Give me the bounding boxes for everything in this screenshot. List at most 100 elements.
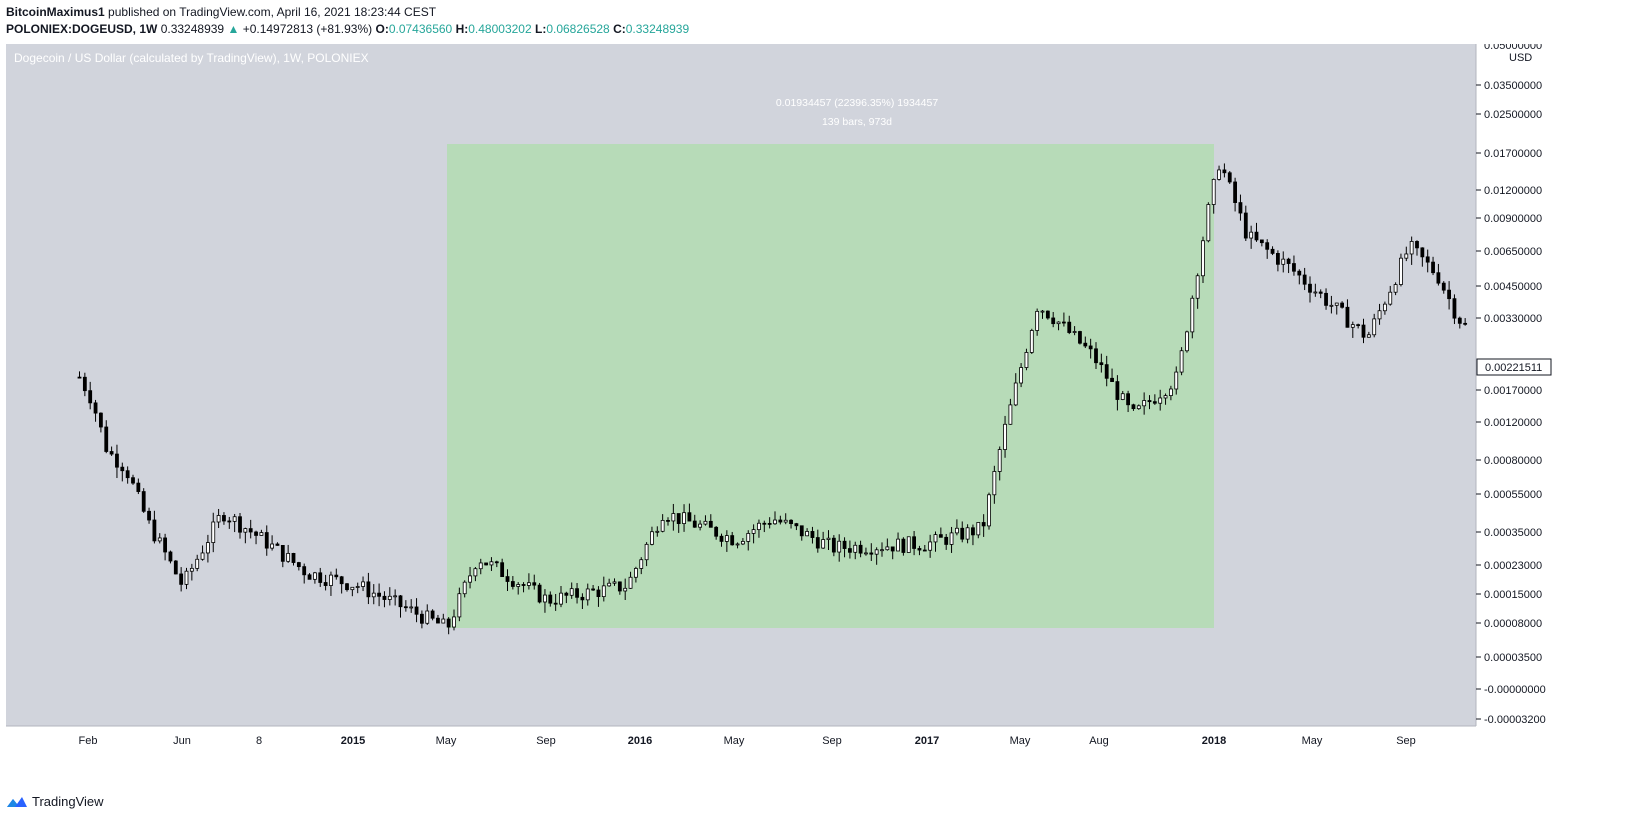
candle-up [527, 582, 531, 586]
candlestick-series [77, 163, 1468, 635]
candle-down [366, 581, 371, 598]
tradingview-brand-label: TradingView [32, 794, 104, 809]
candle-down [1094, 348, 1098, 364]
candle-down [1238, 202, 1243, 214]
high-value: 0.48003202 [468, 22, 532, 36]
candle-down [1227, 172, 1232, 183]
price-chart[interactable]: 0.01934457 (22396.35%) 1934457 139 bars,… [6, 44, 1619, 752]
tradingview-brand[interactable]: TradingView [6, 794, 104, 809]
candle-down [971, 527, 975, 536]
candle-up [650, 531, 654, 545]
publish-line: BitcoinMaximus1 published on TradingView… [6, 5, 436, 19]
candle-down [136, 482, 141, 492]
current-price-badge [1476, 358, 1552, 376]
candle-down [1233, 181, 1237, 203]
candle-down [382, 595, 387, 600]
candle-down [815, 537, 820, 549]
price-tick-label: 0.00055000 [1484, 489, 1542, 501]
time-tick-label: 2016 [628, 735, 652, 747]
price-tick-top: 0.05000000 [1484, 44, 1542, 52]
candle-up [853, 544, 858, 553]
measure-range-box[interactable] [447, 144, 1214, 628]
candle-up [1174, 371, 1179, 390]
price-axis-pane[interactable] [1476, 44, 1619, 726]
price-tick-label: -0.00000000 [1484, 684, 1546, 696]
candle-up [1185, 331, 1189, 352]
candle-down [591, 588, 595, 591]
candle-up [1393, 284, 1398, 293]
candle-down [120, 466, 125, 472]
candle-down [580, 596, 585, 601]
candle-down [858, 544, 863, 554]
candle-up [612, 581, 617, 584]
candle-up [457, 593, 462, 618]
candle-down [163, 537, 168, 553]
price-tick-label: 0.03500000 [1484, 80, 1542, 92]
candle-up [928, 541, 933, 551]
candle-down [179, 573, 184, 585]
candle-up [1217, 169, 1221, 180]
candle-up [955, 527, 959, 534]
symbol-name[interactable]: POLONIEX:DOGEUSD, 1W [6, 22, 158, 36]
candle-down [810, 531, 815, 538]
candle-down [1110, 377, 1114, 382]
candle-down [1147, 400, 1152, 403]
candle-down [1361, 324, 1366, 338]
candle-up [1350, 324, 1355, 328]
price-tick-label: 0.00120000 [1484, 417, 1542, 429]
candle-down [1067, 321, 1072, 333]
candle-down [708, 520, 713, 528]
candle-up [1056, 321, 1061, 325]
candle-up [746, 533, 751, 542]
price-tick-label: 0.00003500 [1484, 652, 1542, 664]
candle-up [773, 519, 777, 525]
candle-down [1104, 364, 1109, 379]
time-tick-label: May [1010, 735, 1031, 747]
candle-down [848, 548, 852, 553]
candle-down [1078, 331, 1082, 344]
candle-down [238, 516, 242, 533]
candle-up [355, 586, 360, 588]
candle-up [607, 582, 612, 587]
candle-down [922, 549, 927, 552]
candle-down [778, 519, 783, 523]
candle-up [1195, 275, 1200, 299]
up-arrow-icon: ▲ [227, 22, 240, 36]
candle-down [307, 574, 312, 580]
candle-down [302, 566, 307, 576]
candle-down [88, 390, 93, 404]
candle-up [628, 576, 633, 589]
candle-up [1409, 241, 1414, 255]
candle-down [532, 582, 537, 586]
candle-down [147, 510, 151, 521]
candle-up [232, 516, 237, 522]
candle-down [1447, 289, 1451, 300]
candle-down [1286, 258, 1291, 264]
candle-up [569, 588, 574, 596]
candle-down [944, 536, 949, 545]
candle-up [1190, 297, 1195, 333]
candle-up [1334, 302, 1339, 306]
candle-up [933, 534, 938, 543]
candle-down [1270, 248, 1275, 254]
candle-up [826, 537, 831, 540]
candle-up [1179, 350, 1184, 373]
candle-up [885, 546, 890, 551]
time-tick-label: Jun [173, 735, 191, 747]
candle-down [222, 515, 226, 522]
time-axis-pane[interactable] [6, 726, 1476, 752]
candle-up [1169, 388, 1173, 397]
candle-up [757, 522, 761, 531]
price-tick-label: 0.02500000 [1484, 109, 1542, 121]
candle-down [345, 583, 349, 591]
price-tick-label: 0.00035000 [1484, 527, 1542, 539]
candle-down [254, 531, 258, 536]
candle-up [350, 586, 355, 591]
candle-down [1243, 212, 1248, 239]
candle-up [837, 540, 842, 553]
author-name[interactable]: BitcoinMaximus1 [6, 5, 105, 19]
candle-down [109, 451, 114, 455]
candle-up [205, 542, 210, 554]
candle-down [505, 576, 510, 582]
candle-down [296, 562, 301, 568]
